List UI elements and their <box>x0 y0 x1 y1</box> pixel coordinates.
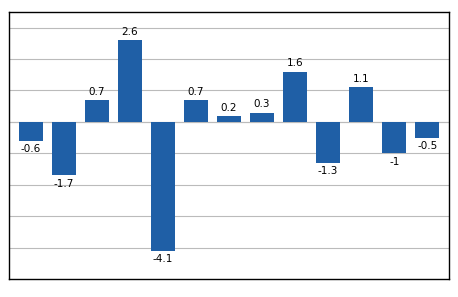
Bar <box>184 100 208 122</box>
Text: 1.6: 1.6 <box>287 59 304 69</box>
Bar <box>382 122 406 153</box>
Bar <box>19 122 43 141</box>
Text: -4.1: -4.1 <box>153 254 173 264</box>
Text: -0.5: -0.5 <box>417 141 437 151</box>
Text: 0.3: 0.3 <box>254 99 270 109</box>
Bar <box>349 87 373 122</box>
Bar <box>52 122 76 176</box>
Text: 0.2: 0.2 <box>221 102 237 113</box>
Text: 1.1: 1.1 <box>353 74 370 84</box>
Bar <box>250 113 274 122</box>
Bar <box>283 72 307 122</box>
Text: 0.7: 0.7 <box>188 87 204 97</box>
Text: -0.6: -0.6 <box>21 144 41 154</box>
Bar <box>316 122 340 163</box>
Text: -1.7: -1.7 <box>54 178 74 189</box>
Bar <box>85 100 109 122</box>
Bar <box>217 116 241 122</box>
Text: -1.3: -1.3 <box>318 166 338 176</box>
Bar <box>118 40 142 122</box>
Text: 2.6: 2.6 <box>121 27 138 37</box>
Text: -1: -1 <box>389 157 399 167</box>
Bar <box>415 122 439 138</box>
Bar <box>151 122 175 251</box>
Text: 0.7: 0.7 <box>88 87 105 97</box>
